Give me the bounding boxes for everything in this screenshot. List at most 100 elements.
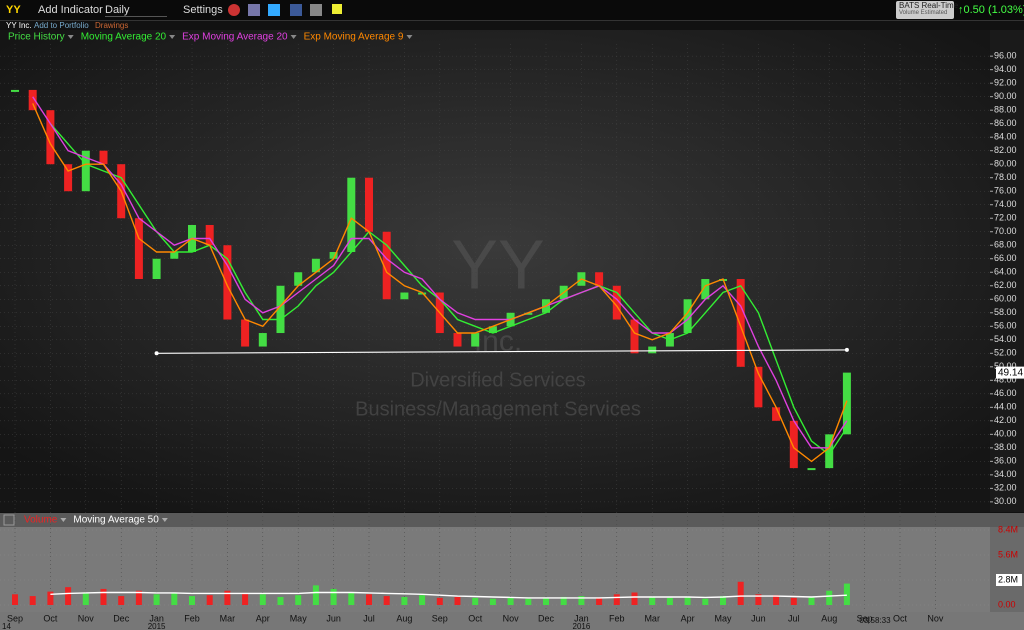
legend-entry[interactable]: Moving Average 50 (73, 515, 159, 526)
volume-bar (348, 592, 355, 605)
x-tick-label: Feb (184, 613, 200, 623)
y-tick-label: 32.00 (994, 483, 1017, 493)
volume-bar (472, 597, 479, 605)
trendline-handle (154, 351, 159, 356)
watermark: Diversified Services (410, 369, 586, 391)
volume-bar (242, 593, 249, 605)
feed: BATS Real-Time (899, 1, 959, 10)
candle (223, 245, 232, 320)
candle (11, 89, 19, 92)
time-label: 03:58:33 (859, 616, 891, 625)
y-tick-label: 80.00 (994, 159, 1017, 169)
period-select[interactable]: Daily (105, 4, 167, 17)
candle (825, 434, 834, 469)
add-indicator[interactable]: Add Indicator (38, 4, 103, 16)
x-tick-label: Nov (78, 613, 95, 623)
settings[interactable]: Settings (183, 4, 223, 16)
volume-bar (578, 596, 585, 605)
trendline-handle (844, 347, 849, 352)
x-tick-label: Nov (503, 613, 520, 623)
x-tick-label: Jun (326, 613, 341, 623)
legend-entry[interactable]: Moving Average 20 (81, 32, 167, 43)
candle (630, 319, 639, 354)
y-tick-label: 68.00 (994, 240, 1017, 250)
y-tick-label: 52.00 (994, 348, 1017, 358)
candle (241, 319, 250, 347)
candle (152, 258, 161, 280)
y-tick-label: 76.00 (994, 186, 1017, 196)
volume-bar (454, 596, 461, 605)
y-tick-label: 64.00 (994, 267, 1017, 277)
y-tick-label: 90.00 (994, 91, 1017, 101)
volume-bar (773, 595, 780, 605)
y-tick-label: 86.00 (994, 118, 1017, 128)
x-tick-label: Apr (681, 613, 695, 623)
watermark: Inc. (474, 325, 522, 358)
y-tick-label: 48.00 (994, 375, 1017, 385)
add-to-portfolio[interactable]: Add to Portfolio (34, 21, 89, 30)
y-tick-label: 74.00 (994, 199, 1017, 209)
x-tick-label: May (714, 613, 732, 623)
drawings[interactable]: Drawings (95, 21, 129, 30)
volume-bar (135, 590, 142, 605)
company: YY Inc. (6, 21, 32, 30)
y-tick-label: 42.00 (994, 415, 1017, 425)
y-tick-label: 36.00 (994, 456, 1017, 466)
candle (170, 252, 179, 259)
legend-arrow (169, 35, 176, 39)
volume-bar (507, 597, 514, 605)
candle (400, 292, 409, 300)
volume-panel (0, 527, 990, 612)
candle (81, 150, 90, 192)
candle (46, 110, 55, 165)
volume-bar (702, 598, 709, 605)
x-tick-label: Feb (609, 613, 625, 623)
legend-entry[interactable]: Exp Moving Average 9 (304, 32, 404, 43)
feed-box: BATS Real-Time Volume Estimated (896, 1, 958, 19)
volume-bar (649, 596, 656, 605)
volume-bar (436, 597, 443, 605)
volume-bar (843, 583, 850, 605)
symbol[interactable]: YY (6, 4, 21, 16)
y-tick-label: 60.00 (994, 294, 1017, 304)
x-tick-label: Jul (788, 613, 800, 623)
candle (258, 333, 267, 347)
icon[interactable] (310, 4, 322, 16)
y-tick-label: 44.00 (994, 402, 1017, 412)
candle (471, 333, 480, 347)
x-tick-label: Aug (821, 613, 837, 623)
volume-bar (277, 596, 284, 605)
volume-bar (790, 597, 797, 605)
legend-entry[interactable]: Volume (24, 515, 58, 526)
volume-bar (666, 597, 673, 605)
y-tick-label: 46.00 (994, 388, 1017, 398)
candle (453, 333, 462, 347)
watermark: YY (451, 225, 544, 303)
legend-entry[interactable]: Exp Moving Average 20 (182, 32, 288, 43)
line-series (50, 591, 847, 599)
x-tick-label: Aug (396, 613, 412, 623)
icon[interactable] (268, 4, 280, 16)
icon[interactable] (290, 4, 302, 16)
y-tick-label: 94.00 (994, 64, 1017, 74)
volume-bar (12, 594, 18, 605)
candle (736, 279, 745, 367)
tick-highlight (996, 574, 1022, 586)
toolbar: YY Add Indicator Daily Settings BATS Rea… (0, 0, 1024, 21)
x-tick-label: Jan (574, 613, 589, 623)
candle (683, 299, 692, 334)
candle (205, 224, 214, 246)
candle (842, 372, 851, 435)
x-tick-label: Jul (363, 613, 375, 623)
icon[interactable] (332, 4, 342, 14)
legend-arrow (406, 35, 413, 39)
icon[interactable] (228, 4, 240, 16)
legend-entry[interactable]: Price History (8, 32, 65, 43)
candle (64, 164, 73, 192)
volume-bar (171, 592, 178, 605)
candle (789, 420, 798, 469)
volume-bar (826, 590, 833, 605)
icon[interactable] (248, 4, 260, 16)
volume-bar (489, 598, 496, 605)
